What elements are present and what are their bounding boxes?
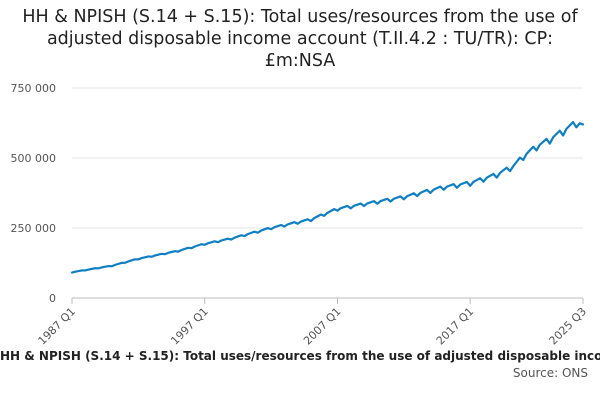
x-tick-label: 2007 Q1: [301, 305, 344, 348]
source-label: Source: ONS: [512, 366, 588, 380]
chart-title: HH & NPISH (S.14 + S.15): Total uses/res…: [22, 7, 578, 71]
y-tick-label: 250 000: [11, 222, 57, 235]
footer-title: HH & NPISH (S.14 + S.15): Total uses/res…: [0, 349, 600, 363]
y-tick-label: 750 000: [11, 82, 57, 95]
x-tick-label: 1987 Q1: [36, 305, 79, 348]
x-tick-label: 2017 Q1: [434, 305, 477, 348]
x-tick-label: 1997 Q1: [168, 305, 211, 348]
series-line: [70, 121, 585, 274]
y-tick-label: 0: [49, 292, 56, 305]
y-tick-label: 500 000: [11, 152, 57, 165]
x-tick-label: 2025 Q3: [547, 305, 590, 348]
